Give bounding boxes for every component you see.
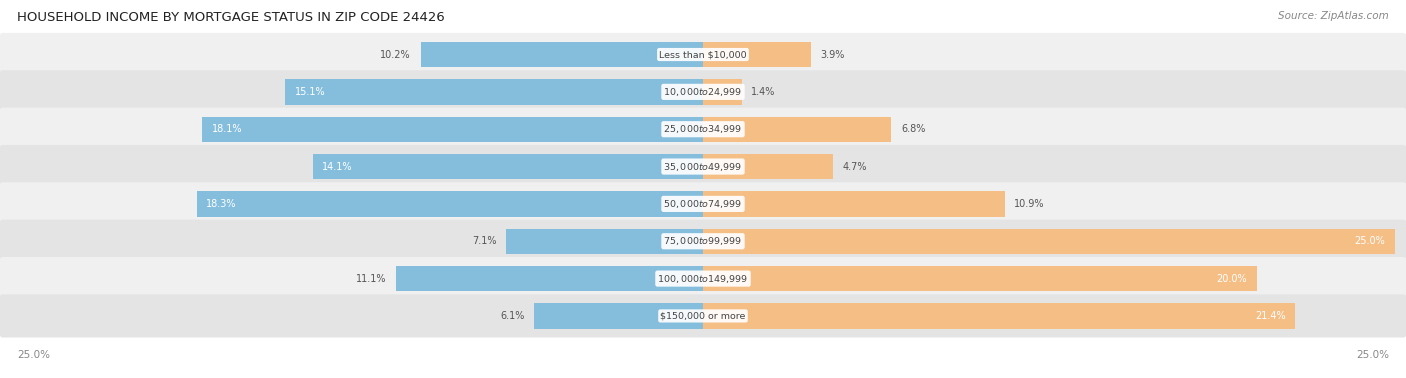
- FancyBboxPatch shape: [0, 108, 1406, 151]
- Bar: [395, 266, 703, 291]
- Bar: [703, 154, 834, 179]
- Bar: [703, 79, 742, 105]
- Bar: [534, 303, 703, 328]
- Text: 21.4%: 21.4%: [1256, 311, 1285, 321]
- Text: 6.8%: 6.8%: [901, 124, 925, 134]
- Text: 7.1%: 7.1%: [472, 236, 496, 246]
- Bar: [506, 229, 703, 254]
- Text: $25,000 to $34,999: $25,000 to $34,999: [664, 123, 742, 135]
- FancyBboxPatch shape: [0, 220, 1406, 263]
- Text: 6.1%: 6.1%: [501, 311, 524, 321]
- Text: 10.2%: 10.2%: [381, 50, 411, 59]
- Text: 3.9%: 3.9%: [821, 50, 845, 59]
- Bar: [703, 42, 811, 67]
- Text: 18.1%: 18.1%: [212, 124, 242, 134]
- Text: 10.9%: 10.9%: [1014, 199, 1045, 209]
- Text: HOUSEHOLD INCOME BY MORTGAGE STATUS IN ZIP CODE 24426: HOUSEHOLD INCOME BY MORTGAGE STATUS IN Z…: [17, 11, 444, 24]
- FancyBboxPatch shape: [0, 70, 1406, 113]
- Text: 15.1%: 15.1%: [295, 87, 325, 97]
- FancyBboxPatch shape: [0, 33, 1406, 76]
- Text: 25.0%: 25.0%: [1354, 236, 1385, 246]
- Bar: [703, 266, 1257, 291]
- Bar: [703, 191, 1005, 217]
- Text: $50,000 to $74,999: $50,000 to $74,999: [664, 198, 742, 210]
- Text: Less than $10,000: Less than $10,000: [659, 50, 747, 59]
- Text: $10,000 to $24,999: $10,000 to $24,999: [664, 86, 742, 98]
- Text: 14.1%: 14.1%: [322, 161, 353, 172]
- FancyBboxPatch shape: [0, 182, 1406, 226]
- Text: $75,000 to $99,999: $75,000 to $99,999: [664, 235, 742, 247]
- Bar: [197, 191, 703, 217]
- FancyBboxPatch shape: [0, 145, 1406, 188]
- Bar: [285, 79, 703, 105]
- Bar: [703, 116, 891, 142]
- Text: 4.7%: 4.7%: [842, 161, 868, 172]
- Text: 1.4%: 1.4%: [751, 87, 776, 97]
- Text: 18.3%: 18.3%: [207, 199, 236, 209]
- FancyBboxPatch shape: [0, 257, 1406, 300]
- Bar: [420, 42, 703, 67]
- Text: Source: ZipAtlas.com: Source: ZipAtlas.com: [1278, 11, 1389, 21]
- Text: 20.0%: 20.0%: [1216, 274, 1247, 284]
- FancyBboxPatch shape: [0, 294, 1406, 338]
- Text: 11.1%: 11.1%: [356, 274, 387, 284]
- Text: $150,000 or more: $150,000 or more: [661, 311, 745, 321]
- Text: 25.0%: 25.0%: [1357, 350, 1389, 360]
- Text: 25.0%: 25.0%: [17, 350, 49, 360]
- Bar: [312, 154, 703, 179]
- Bar: [703, 303, 1295, 328]
- Text: $100,000 to $149,999: $100,000 to $149,999: [658, 273, 748, 285]
- Bar: [703, 229, 1395, 254]
- Bar: [202, 116, 703, 142]
- Text: $35,000 to $49,999: $35,000 to $49,999: [664, 161, 742, 172]
